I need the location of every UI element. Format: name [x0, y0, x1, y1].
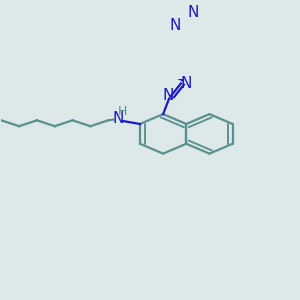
Text: N: N	[112, 111, 124, 126]
Text: N: N	[187, 5, 199, 20]
Text: N: N	[169, 18, 181, 33]
Text: H: H	[117, 105, 127, 118]
Text: N: N	[180, 76, 192, 91]
Text: N: N	[162, 88, 174, 103]
